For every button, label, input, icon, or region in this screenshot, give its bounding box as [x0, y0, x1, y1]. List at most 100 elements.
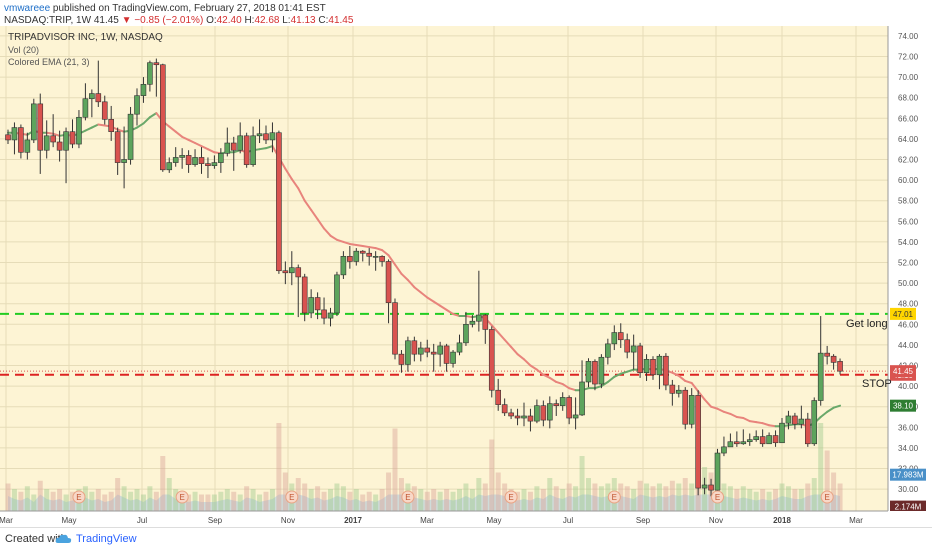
ema-segment [258, 147, 267, 151]
candle-body [76, 116, 82, 145]
volume-bar [663, 486, 669, 511]
volume-bar [560, 489, 566, 511]
volume-bar [482, 483, 488, 511]
volume-bar [31, 494, 37, 511]
earnings-marker [711, 490, 724, 504]
candle-body [185, 155, 192, 165]
horizontal-levels [0, 312, 888, 376]
ema-segment [761, 422, 771, 427]
candle-body [43, 135, 50, 151]
price-tick-label: 40.00 [898, 382, 919, 391]
ema-segment [529, 364, 538, 371]
time-axis[interactable]: Mar May Jul Sep Nov 2017 Mar May Jul Sep Nov 2018 Ma… [0, 510, 932, 527]
ema-segment [497, 331, 506, 341]
tradingview-link[interactable]: TradingView [76, 533, 137, 545]
ema-segment [323, 227, 332, 237]
time-tick-label: 2018 [773, 516, 791, 525]
price-tick-label: 56.00 [898, 217, 919, 226]
price-badge [890, 468, 926, 481]
candle-body [669, 384, 676, 394]
volume-bar [276, 423, 282, 511]
price-tick-label: 36.00 [898, 423, 919, 432]
candle-body [527, 415, 534, 422]
volume-bar [328, 489, 333, 511]
volume-bar [347, 491, 353, 511]
volume-bar [682, 478, 688, 511]
price-axis[interactable]: 74.00 72.00 70.00 68.00 66.00 64.00 62.00 60.00… [887, 26, 932, 527]
volume-bar [573, 486, 579, 511]
price-tick-label: 34.00 [898, 444, 919, 453]
candle-body [288, 267, 295, 274]
price-tick-label: 60.00 [898, 176, 919, 185]
ema-segment [561, 383, 571, 390]
candle-body [95, 93, 102, 103]
plot-area[interactable] [0, 26, 888, 511]
candle-body [237, 135, 243, 151]
volume-bar [398, 478, 404, 511]
earnings-marker-label: E [179, 493, 184, 502]
candle-body [708, 484, 714, 491]
candle-body [830, 355, 837, 363]
volume-bar [353, 489, 359, 511]
candle-body [630, 345, 637, 353]
candle-body [230, 142, 237, 151]
price-chart[interactable]: E E E E E E E E 74.00 72.00 70.00 68.00 66.00 64.00 6… [0, 26, 932, 527]
ema-segment [626, 368, 635, 373]
volume-bar [566, 483, 572, 511]
candle-body [392, 302, 398, 355]
candle-body [398, 353, 405, 365]
candle-body [30, 103, 37, 141]
ema-segment [671, 371, 680, 377]
earnings-marker [504, 490, 518, 504]
volume-bar [676, 483, 682, 511]
ema-segment [722, 410, 732, 415]
symbol-label: NASDAQ:TRIP, 1W [4, 15, 92, 26]
level-annotation: STOP [862, 378, 892, 390]
candle-body [837, 361, 843, 372]
publish-line: vmwareee published on TradingView.com, F… [4, 3, 326, 14]
candle-body [5, 134, 11, 141]
author-link[interactable]: vmwareee [4, 3, 51, 14]
low-value: 41.13 [290, 15, 316, 26]
volume-bar [592, 483, 598, 511]
ema-segment [84, 126, 93, 132]
ema-segment [606, 375, 616, 383]
close-value: 41.45 [328, 15, 354, 26]
ema-segment [755, 421, 764, 425]
volume-bar [495, 472, 501, 511]
candle-body [276, 132, 282, 272]
price-level-badge [890, 307, 916, 320]
open-label: O: [206, 15, 217, 26]
candle-body [198, 157, 205, 164]
candle-body [566, 397, 572, 419]
ema-segment [768, 424, 777, 428]
time-tick-label: Jul [137, 516, 147, 525]
earnings-marker-label: E [612, 493, 617, 502]
volume-bar [199, 494, 204, 511]
candle-body [766, 435, 772, 445]
legend-volume: Vol (20) [8, 45, 39, 55]
price-tick-label: 46.00 [898, 320, 919, 329]
candle-body [553, 403, 560, 406]
ema-segment [284, 167, 293, 181]
ema-segment [181, 135, 190, 141]
ema-segment [52, 132, 61, 137]
volume-bar [302, 483, 308, 511]
price-tick-label: 54.00 [898, 238, 919, 247]
price-badge [890, 399, 916, 412]
ema-segment [168, 125, 177, 133]
candle-body [192, 157, 198, 165]
candle-body [140, 84, 147, 96]
volume-bar [637, 480, 643, 511]
candle-body [488, 329, 495, 391]
earnings-marker-label: E [508, 493, 513, 502]
volume-bar [173, 489, 179, 511]
legend-title: TRIPADVISOR INC, 1W, NASDAQ [8, 32, 163, 43]
volume-bar [463, 483, 469, 511]
price-tick-label: 72.00 [898, 53, 919, 62]
ema-segment [381, 249, 390, 257]
open-value: 42.40 [216, 15, 242, 26]
candles [5, 58, 843, 497]
candle-body [256, 133, 263, 137]
candle-body [540, 405, 547, 421]
